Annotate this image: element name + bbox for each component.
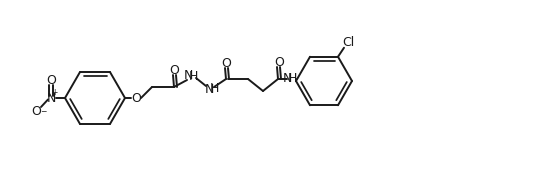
Text: O: O [31, 104, 41, 117]
Text: N: N [282, 72, 292, 84]
Text: O: O [170, 64, 179, 76]
Text: N: N [46, 92, 56, 104]
Text: O: O [131, 92, 141, 104]
Text: H: H [209, 82, 219, 94]
Text: N: N [205, 83, 214, 95]
Text: Cl: Cl [342, 36, 354, 49]
Text: O: O [222, 56, 231, 70]
Text: −: − [40, 107, 46, 116]
Text: H: H [287, 72, 297, 84]
Text: H: H [189, 70, 198, 83]
Text: O: O [274, 55, 284, 68]
Text: +: + [51, 88, 58, 97]
Text: N: N [183, 68, 193, 82]
Text: O: O [46, 74, 56, 86]
